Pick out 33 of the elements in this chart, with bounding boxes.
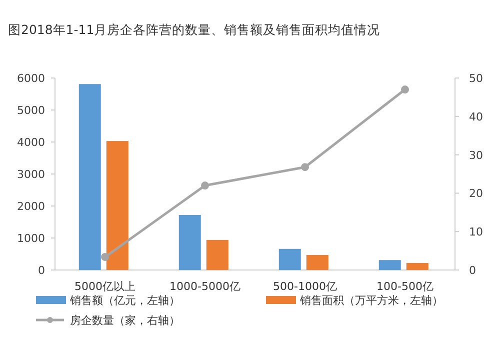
bar: [306, 254, 328, 270]
bar: [178, 214, 201, 270]
y2-tick-label: 30: [469, 148, 483, 162]
bar: [206, 240, 228, 270]
bar: [106, 141, 128, 270]
y-tick-label: 6000: [17, 72, 45, 85]
y-tick-label: 4000: [17, 136, 45, 149]
point: [301, 163, 309, 172]
y2-tick-label: 0: [469, 264, 476, 277]
x-tick-label: 1000-5000亿: [170, 280, 240, 293]
point: [201, 182, 209, 190]
y-tick-label: 1000: [17, 232, 45, 245]
point: [101, 252, 109, 261]
y2-tick-label: 40: [469, 110, 483, 124]
legend-label: 销售额（亿元，左轴）: [69, 294, 180, 307]
y2-tick-label: 20: [469, 187, 483, 200]
y-tick-label: 2000: [17, 200, 45, 213]
x-tick-label: 5000亿以上: [74, 280, 136, 293]
bar: [278, 248, 301, 270]
legend-label: 房企数量（家，右轴）: [70, 314, 180, 327]
x-tick-label: 500-1000亿: [273, 280, 337, 293]
bar: [78, 84, 101, 270]
bar: [378, 260, 401, 270]
y2-tick-label: 50: [469, 72, 483, 85]
y-tick-label: 0: [38, 264, 45, 277]
y2-tick-label: 10: [469, 226, 483, 239]
bar: [406, 262, 428, 270]
x-tick-label: 100-500亿: [376, 280, 434, 293]
chart-title: 图2018年1-11月房企各阵营的数量、销售额及销售面积均值情况: [8, 22, 380, 37]
legend-label: 销售面积（万平方米，左轴）: [299, 294, 443, 307]
y-tick-label: 3000: [17, 168, 45, 181]
y-tick-label: 5000: [17, 104, 45, 117]
point: [401, 86, 409, 94]
